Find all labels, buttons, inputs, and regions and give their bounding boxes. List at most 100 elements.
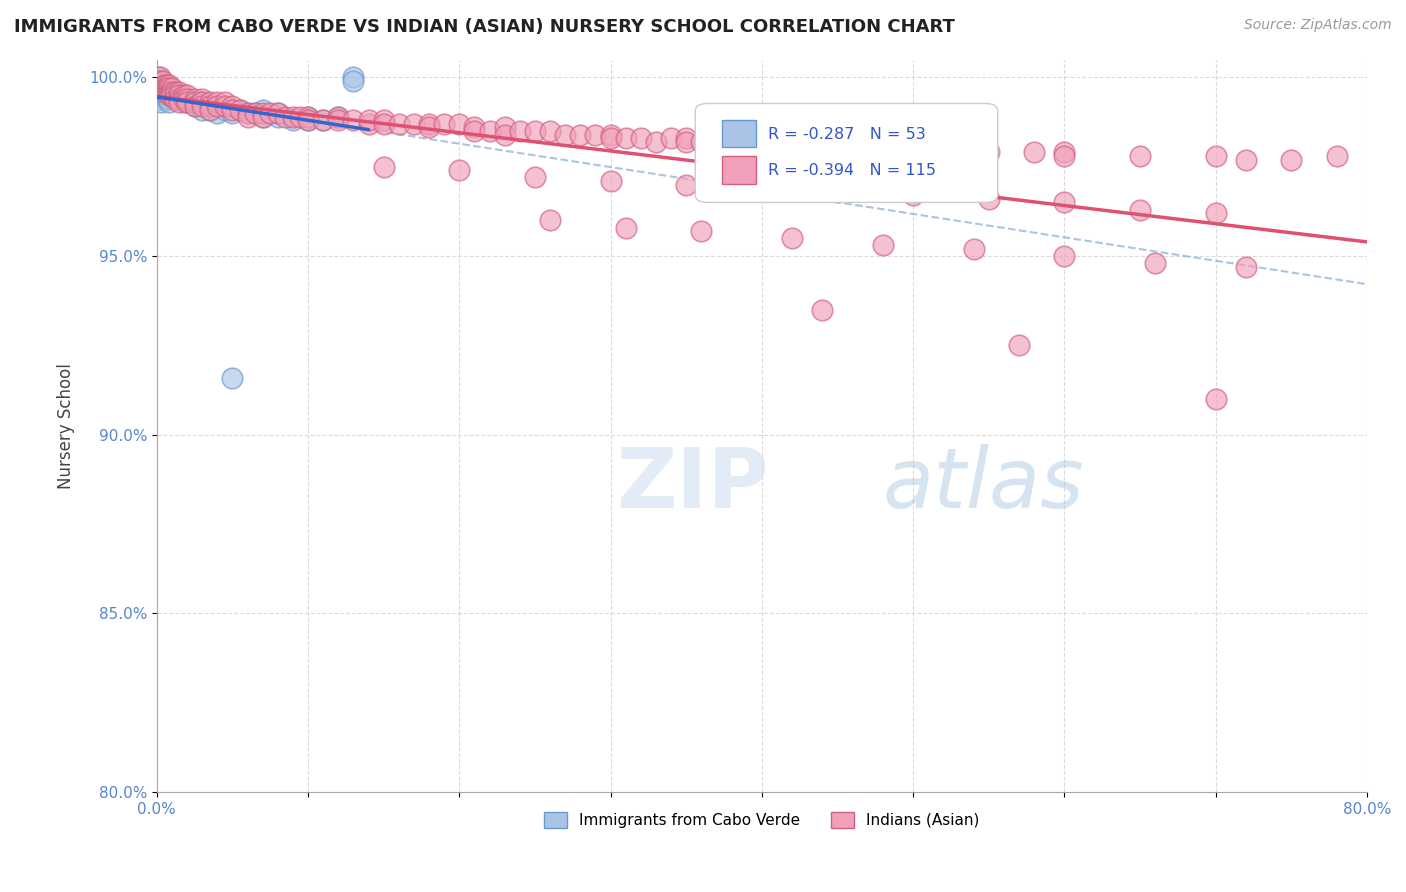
Point xyxy=(156,92,179,106)
FancyBboxPatch shape xyxy=(695,103,998,202)
Point xyxy=(152,74,174,88)
Point xyxy=(259,106,281,120)
Text: ZIP: ZIP xyxy=(617,444,769,524)
Point xyxy=(150,88,173,103)
Point xyxy=(645,135,668,149)
Point xyxy=(720,138,742,153)
Point xyxy=(463,120,485,135)
Point xyxy=(1205,392,1227,406)
Point xyxy=(191,103,214,117)
Point xyxy=(509,124,531,138)
Point xyxy=(281,110,304,124)
Point xyxy=(1205,149,1227,163)
Point xyxy=(780,231,803,245)
Point xyxy=(751,138,773,153)
Point xyxy=(243,106,266,120)
Point xyxy=(312,113,335,128)
Point xyxy=(901,142,924,156)
Point xyxy=(297,110,319,124)
Point xyxy=(159,88,181,103)
Point xyxy=(191,99,214,113)
Text: atlas: atlas xyxy=(883,444,1084,524)
Point xyxy=(690,224,713,238)
Point xyxy=(252,106,274,120)
Point xyxy=(342,74,364,88)
Point xyxy=(152,85,174,99)
Point xyxy=(614,131,637,145)
Point xyxy=(221,370,243,384)
Point xyxy=(157,81,180,95)
Point xyxy=(449,117,471,131)
Point xyxy=(155,85,177,99)
Point xyxy=(207,99,229,113)
Point xyxy=(901,188,924,202)
Point xyxy=(198,103,221,117)
Point xyxy=(675,135,697,149)
Point xyxy=(478,124,501,138)
Point xyxy=(538,124,561,138)
Point xyxy=(1326,149,1348,163)
Bar xyxy=(721,156,756,184)
Point xyxy=(1205,206,1227,220)
Point xyxy=(221,106,243,120)
Point xyxy=(1008,338,1031,352)
Point xyxy=(523,124,546,138)
Point xyxy=(267,106,290,120)
Point xyxy=(357,113,380,128)
Point xyxy=(538,213,561,227)
Point xyxy=(214,99,236,113)
Point xyxy=(149,88,172,103)
Text: R = -0.287   N = 53: R = -0.287 N = 53 xyxy=(768,127,925,142)
Point xyxy=(236,110,259,124)
Point xyxy=(207,95,229,110)
Point xyxy=(173,92,195,106)
Point xyxy=(169,85,191,99)
Point xyxy=(373,113,395,128)
Point xyxy=(523,170,546,185)
Point xyxy=(373,160,395,174)
Point xyxy=(157,88,180,103)
Point xyxy=(1129,149,1152,163)
Point xyxy=(418,120,440,135)
Point xyxy=(183,99,205,113)
Point xyxy=(856,138,879,153)
Point xyxy=(312,113,335,128)
Point xyxy=(357,117,380,131)
Point xyxy=(267,110,290,124)
Point xyxy=(599,128,621,142)
Point xyxy=(163,85,186,99)
Point xyxy=(449,163,471,178)
Point xyxy=(252,103,274,117)
Bar xyxy=(721,120,756,147)
Point xyxy=(155,88,177,103)
Point xyxy=(243,106,266,120)
Point xyxy=(191,95,214,110)
Point xyxy=(614,220,637,235)
Point xyxy=(1234,153,1257,167)
Point xyxy=(274,110,297,124)
Point xyxy=(827,185,849,199)
Point xyxy=(191,92,214,106)
Point xyxy=(962,242,984,256)
Point xyxy=(494,128,516,142)
Point xyxy=(153,78,176,92)
Point xyxy=(433,117,456,131)
Point xyxy=(659,131,682,145)
Point xyxy=(1144,256,1167,270)
Point xyxy=(160,85,183,99)
Point xyxy=(977,192,1000,206)
Point xyxy=(751,181,773,195)
Point xyxy=(155,81,177,95)
Text: Source: ZipAtlas.com: Source: ZipAtlas.com xyxy=(1244,18,1392,32)
Point xyxy=(150,95,173,110)
Point xyxy=(153,85,176,99)
Point xyxy=(1053,249,1076,263)
Point xyxy=(150,78,173,92)
Point xyxy=(163,88,186,103)
Y-axis label: Nursery School: Nursery School xyxy=(58,363,75,489)
Point xyxy=(169,88,191,103)
Point xyxy=(156,85,179,99)
Point xyxy=(176,95,198,110)
Point xyxy=(402,117,425,131)
Point xyxy=(675,178,697,192)
